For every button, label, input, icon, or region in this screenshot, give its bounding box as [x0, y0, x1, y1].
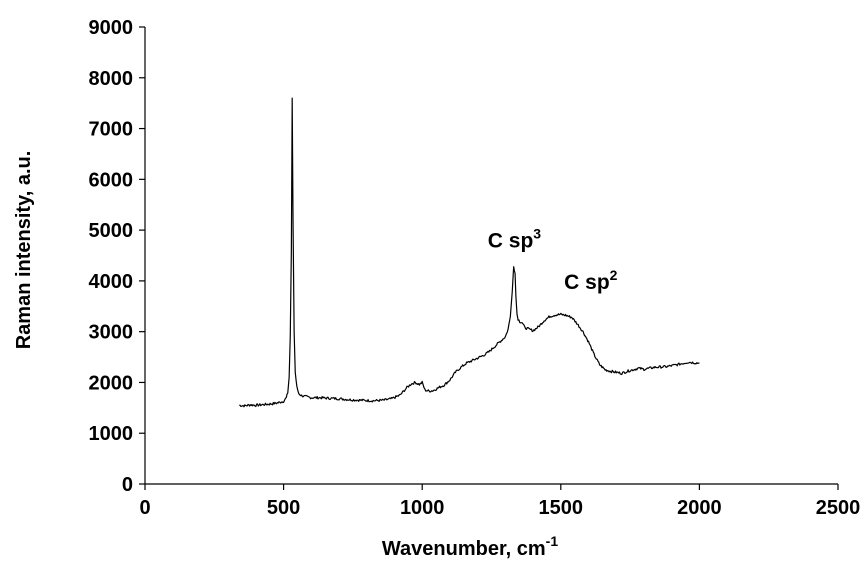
annotations: C sp3 C sp2 [488, 226, 618, 294]
peak-annotation: C sp3 [488, 226, 542, 253]
x-axis-title: Wavenumber, cm-1 [382, 533, 558, 560]
y-tick-label: 0 [122, 474, 133, 496]
x-axis: 0 500 1000 1500 2000 2500 [139, 483, 861, 519]
x-tick-label: 1500 [539, 497, 584, 519]
x-tick-label: 0 [139, 497, 150, 519]
y-axis: 0 1000 2000 3000 4000 5000 6000 7000 8000 9000 [89, 17, 146, 496]
y-axis-title: Raman intensity, a.u. [13, 151, 35, 350]
y-tick-label: 1000 [89, 423, 134, 445]
spectrum-line [239, 97, 700, 408]
y-tick-label: 7000 [89, 119, 134, 141]
y-tick-label: 3000 [89, 322, 134, 344]
y-tick-label: 2000 [89, 372, 134, 394]
x-tick-label: 2500 [816, 497, 861, 519]
y-tick-label: 9000 [89, 17, 134, 39]
y-tick-label: 5000 [89, 220, 134, 242]
x-axis-title-superscript: -1 [546, 533, 559, 549]
y-tick-label: 6000 [89, 169, 134, 191]
x-tick-label: 500 [267, 497, 300, 519]
x-axis-title-text: Wavenumber, cm [382, 538, 546, 560]
plot-area [239, 97, 700, 408]
peak-annotation: C sp2 [564, 267, 618, 294]
x-tick-label: 2000 [677, 497, 722, 519]
y-tick-label: 4000 [89, 271, 134, 293]
y-tick-label: 8000 [89, 68, 134, 90]
x-tick-label: 1000 [400, 497, 445, 519]
